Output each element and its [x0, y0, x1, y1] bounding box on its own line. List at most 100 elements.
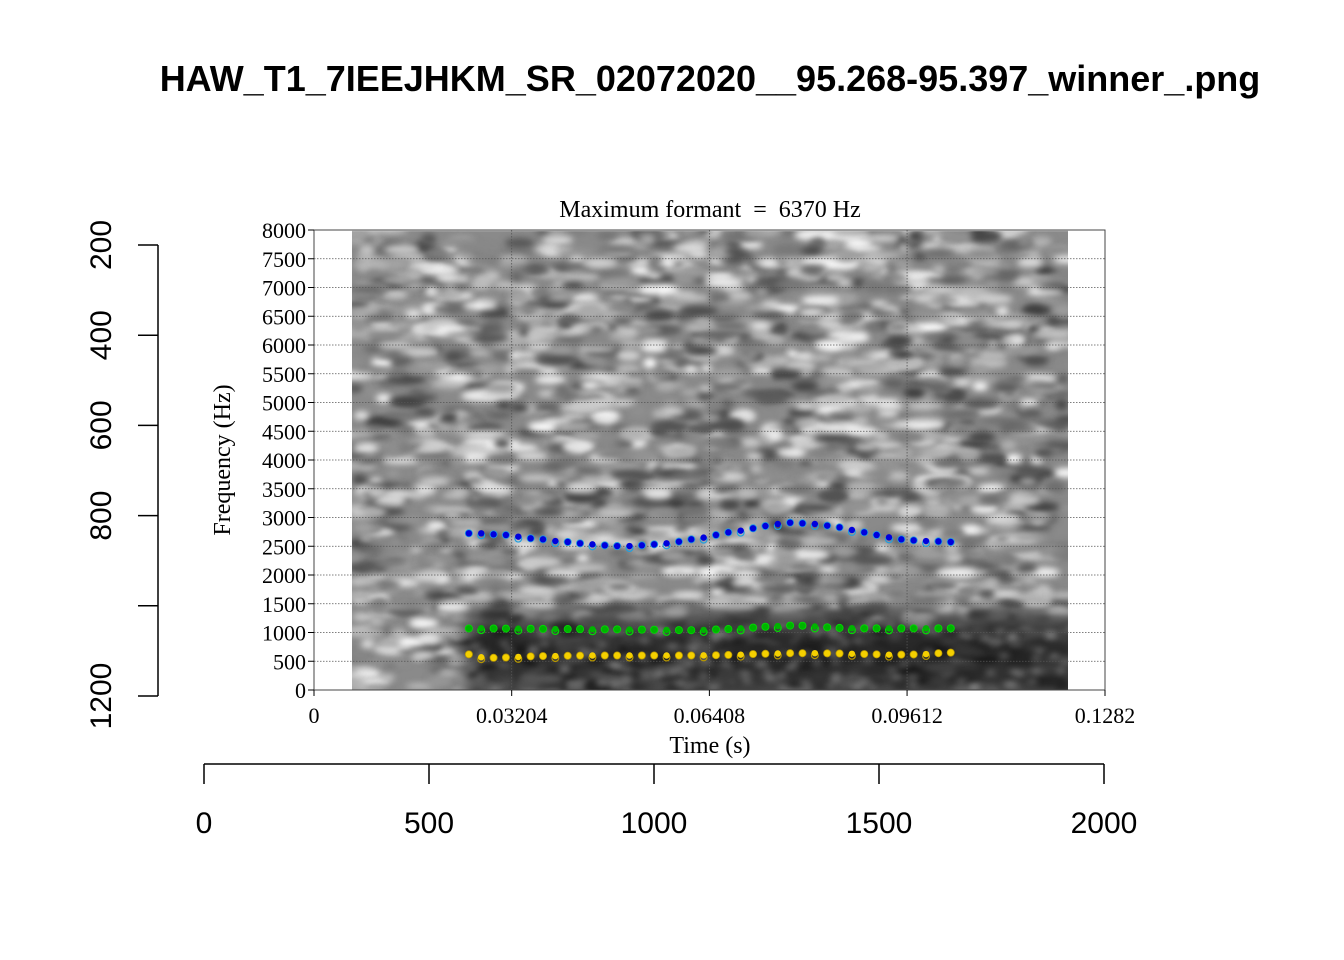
formant-f1-point [688, 652, 695, 659]
outer-y-tick-label: 200 [85, 220, 118, 270]
formant-f2-point [564, 625, 571, 633]
formant-f2-outline [489, 624, 498, 633]
formant-f1-outline [724, 650, 733, 659]
formant-f1-point [626, 652, 633, 659]
formant-f1-point [935, 650, 942, 657]
formant-f3-point [774, 520, 781, 528]
formant-f2-point [465, 625, 473, 632]
formant-f2-point [811, 623, 819, 630]
formant-f2-outline [835, 623, 844, 632]
formant-f2-outline [464, 624, 473, 633]
formant-f3-point [564, 538, 571, 546]
formant-f1-outline [761, 649, 770, 658]
formant-f3-outline [650, 540, 659, 549]
outer-x-tick-label: 1500 [846, 807, 913, 840]
formant-f2-point [688, 627, 695, 634]
formant-f1-outline [897, 650, 906, 659]
formant-f3-outline [489, 530, 498, 539]
formant-f2-outline [749, 623, 758, 632]
formant-f2-point [576, 625, 584, 633]
formant-f1-point [762, 650, 769, 657]
formant-f3-point [527, 535, 534, 542]
formant-f2-outline [576, 625, 585, 634]
formant-f1-point [478, 654, 485, 661]
formant-f2-outline [600, 625, 609, 634]
formant-f3-outline [637, 541, 646, 550]
formant-f1-point [613, 652, 621, 659]
formant-f1-outline [576, 651, 585, 660]
formant-f3-outline [835, 523, 844, 532]
formant-f2-point [823, 624, 831, 631]
formant-f3-outline [674, 537, 683, 546]
formant-f2-outline [934, 624, 943, 633]
formant-f1-point [576, 652, 584, 659]
formant-f1-point [873, 651, 880, 658]
formant-f2-point [861, 625, 868, 632]
formant-f2-point [774, 622, 781, 630]
formant-f3-outline [613, 542, 622, 551]
formant-f1-point [663, 652, 670, 659]
formant-f3-point [539, 536, 547, 543]
formant-f2-point [898, 625, 905, 632]
formant-f1-outline [637, 651, 646, 660]
formant-f2-point [527, 625, 534, 632]
formant-f3-point [478, 530, 485, 537]
formant-f1-point [502, 654, 510, 661]
formant-f2-outline [860, 624, 869, 633]
formant-f3-point [626, 542, 633, 550]
formant-f3-outline [539, 535, 548, 544]
formant-f3-outline [563, 537, 572, 546]
formant-f1-point [811, 650, 819, 657]
formant-f2-point [539, 625, 547, 633]
formant-f3-point [823, 522, 831, 529]
formant-f3-point [651, 541, 658, 548]
outer-x-tick-label: 2000 [1071, 807, 1138, 840]
formant-f3-outline [724, 528, 733, 537]
outer-x-tick-label: 0 [196, 807, 213, 840]
formant-f3-point [725, 529, 732, 536]
formant-f3-point [910, 537, 917, 544]
y-tick-label: 2500 [262, 534, 306, 559]
formant-f3-outline [934, 537, 943, 546]
formant-f3-outline [860, 528, 869, 537]
formant-f3-outline [749, 524, 758, 533]
formant-f1-point [947, 649, 954, 656]
formant-f1-point [749, 650, 757, 658]
formant-f2-outline [637, 625, 646, 634]
formant-f1-point [589, 652, 596, 659]
formant-f2-point [663, 626, 670, 634]
formant-f1-outline [613, 651, 622, 660]
formant-f1-point [885, 651, 893, 658]
formant-f2-outline [501, 624, 510, 633]
formant-f3-point [935, 538, 942, 545]
outer-y-tick-label: 400 [85, 310, 118, 360]
formant-f3-point [922, 537, 930, 545]
formant-f3-point [465, 530, 473, 537]
formant-f1-outline [835, 649, 844, 658]
formant-f2-outline [711, 625, 720, 634]
formant-f3-outline [798, 519, 807, 528]
y-tick-label: 4500 [262, 419, 306, 444]
formant-f3-point [502, 531, 510, 539]
formant-f2-point [651, 626, 658, 633]
formant-f3-outline [872, 530, 881, 539]
formant-f3-point [861, 529, 868, 536]
formant-f2-outline [687, 626, 696, 635]
formant-f2-outline [674, 626, 683, 635]
formant-f1-outline [946, 648, 955, 657]
formant-f2-point [515, 625, 522, 632]
formant-f2-point [712, 626, 720, 633]
formant-f1-outline [786, 649, 795, 658]
x-tick-label: 0.09612 [871, 703, 943, 728]
formant-f1-point [725, 651, 732, 659]
formant-f2-outline [823, 623, 832, 632]
formant-f1-point [700, 652, 707, 659]
formant-f1-outline [600, 651, 609, 660]
formant-f3-outline [687, 535, 696, 544]
y-tick-label: 8000 [262, 218, 306, 243]
y-tick-label: 0 [295, 678, 306, 703]
formant-f1-outline [464, 650, 473, 659]
formant-f3-point [589, 541, 596, 548]
formant-f3-point [898, 536, 905, 543]
